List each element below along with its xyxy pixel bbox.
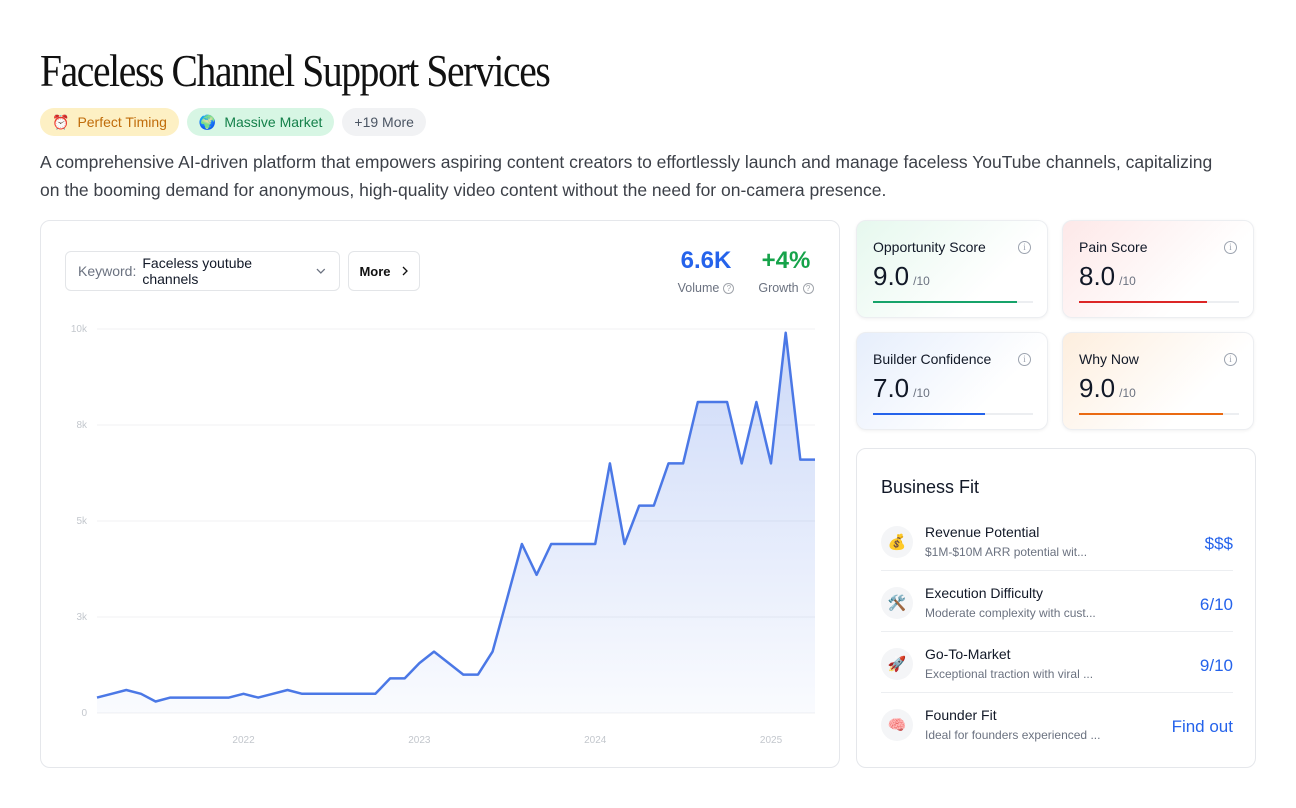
- growth-value: +4%: [761, 247, 811, 274]
- fit-value: 6/10: [1199, 595, 1233, 614]
- fit-name: Founder Fit: [925, 707, 997, 723]
- score-max: /10: [913, 274, 930, 288]
- score-bar-fill: [1079, 413, 1223, 415]
- volume-metric: 6.6K Volume?: [675, 245, 737, 295]
- y-tick-label: 0: [81, 708, 87, 719]
- y-tick-label: 10k: [71, 324, 88, 335]
- score-bar-fill: [873, 301, 1017, 303]
- score-card-why-now: Why Now i 9.0/10: [1062, 332, 1254, 430]
- fit-value[interactable]: Find out: [1171, 717, 1233, 736]
- info-icon[interactable]: i: [1018, 241, 1031, 254]
- page-description: A comprehensive AI-driven platform that …: [40, 152, 1213, 200]
- alarm-clock-icon: ⏰: [52, 113, 70, 130]
- business-fit-row-founder-fit[interactable]: 🧠 Founder Fit Ideal for founders experienc…: [881, 693, 1233, 754]
- score-bar: [1079, 413, 1239, 415]
- brain-icon: 🧠: [881, 709, 913, 741]
- score-value: 9.0/10: [873, 261, 930, 291]
- score-bar: [1079, 301, 1239, 303]
- trend-chart-card: Keyword: Faceless youtube channels More …: [40, 220, 840, 768]
- badge-label: +19 More: [354, 114, 414, 130]
- score-label: Why Now: [1079, 351, 1139, 367]
- fit-name: Revenue Potential: [925, 524, 1040, 540]
- chevron-down-icon: [316, 268, 326, 274]
- fit-description: Exceptional traction with viral ...: [925, 667, 1094, 681]
- x-tick-label: 2024: [584, 735, 607, 746]
- y-tick-label: 3k: [76, 612, 88, 623]
- chevron-right-icon: [402, 266, 408, 276]
- growth-metric: +4% Growth?: [755, 245, 817, 295]
- area-fill: [97, 332, 815, 713]
- score-value: 9.0/10: [1079, 373, 1136, 403]
- business-fit-title: Business Fit: [881, 477, 980, 497]
- x-tick-label: 2022: [232, 735, 255, 746]
- score-bar: [873, 301, 1033, 303]
- score-max: /10: [1119, 274, 1136, 288]
- volume-value: 6.6K: [680, 247, 732, 274]
- score-label: Pain Score: [1079, 239, 1148, 255]
- score-card-opportunity-score: Opportunity Score i 9.0/10: [856, 220, 1048, 318]
- y-tick-label: 5k: [76, 516, 88, 527]
- rocket-icon: 🚀: [881, 648, 913, 680]
- info-icon[interactable]: i: [1224, 241, 1237, 254]
- y-tick-label: 8k: [76, 420, 88, 431]
- x-tick-label: 2025: [760, 735, 783, 746]
- score-label: Opportunity Score: [873, 239, 986, 255]
- tools-icon: 🛠️: [881, 587, 913, 619]
- money-bag-icon: 💰: [881, 526, 913, 558]
- score-max: /10: [1119, 386, 1136, 400]
- score-value: 8.0/10: [1079, 261, 1136, 291]
- info-icon[interactable]: i: [1224, 353, 1237, 366]
- score-bar-fill: [873, 413, 985, 415]
- x-tick-label: 2023: [408, 735, 431, 746]
- badge-list: ⏰ Perfect Timing 🌍 Massive Market +19 Mo…: [40, 108, 426, 136]
- score-bar: [873, 413, 1033, 415]
- keyword-label: Keyword:: [78, 263, 137, 279]
- help-icon[interactable]: ?: [802, 282, 814, 294]
- business-fit-row-execution-difficulty[interactable]: 🛠️ Execution Difficulty Moderate complexit…: [881, 571, 1233, 632]
- fit-description: Moderate complexity with cust...: [925, 606, 1096, 620]
- volume-label: Volume: [677, 281, 720, 295]
- fit-description: $1M-$10M ARR potential wit...: [925, 545, 1088, 559]
- info-icon[interactable]: i: [1018, 353, 1031, 366]
- business-fit-row-revenue-potential[interactable]: 💰 Revenue Potential $1M-$10M ARR potential…: [881, 510, 1233, 571]
- score-card-builder-confidence: Builder Confidence i 7.0/10: [856, 332, 1048, 430]
- fit-value: 9/10: [1199, 656, 1233, 675]
- score-bar-fill: [1079, 301, 1207, 303]
- globe-icon: 🌍: [198, 113, 217, 130]
- badge-more[interactable]: +19 More: [342, 108, 426, 136]
- badge-massive-market[interactable]: 🌍 Massive Market: [186, 108, 335, 136]
- badge-label: Perfect Timing: [77, 114, 167, 130]
- page-title: Faceless Channel Support Services: [40, 45, 551, 96]
- growth-label: Growth: [758, 281, 799, 295]
- keyword-value: Faceless youtube channels: [142, 255, 253, 287]
- more-button[interactable]: More: [348, 251, 420, 291]
- badge-perfect-timing[interactable]: ⏰ Perfect Timing: [40, 108, 179, 136]
- fit-name: Go-To-Market: [925, 646, 1011, 662]
- score-max: /10: [913, 386, 930, 400]
- fit-name: Execution Difficulty: [925, 585, 1044, 601]
- score-card-pain-score: Pain Score i 8.0/10: [1062, 220, 1254, 318]
- help-icon[interactable]: ?: [723, 282, 735, 294]
- fit-description: Ideal for founders experienced ...: [925, 728, 1101, 742]
- keyword-select[interactable]: Keyword: Faceless youtube channels: [65, 251, 340, 291]
- score-label: Builder Confidence: [873, 351, 992, 367]
- business-fit-row-go-to-market[interactable]: 🚀 Go-To-Market Exceptional traction with v…: [881, 632, 1233, 693]
- badge-label: Massive Market: [224, 114, 323, 130]
- score-value: 7.0/10: [873, 373, 930, 403]
- fit-value: $$$: [1204, 534, 1233, 553]
- business-fit-card: Business Fit 💰 Revenue Potential $1M-$10M …: [856, 448, 1256, 768]
- series-line: [96, 331, 815, 703]
- more-button-label: More: [359, 263, 391, 279]
- trend-chart: 0 3k 5k 8k 10k 2022 2023 2024 2025: [71, 324, 815, 746]
